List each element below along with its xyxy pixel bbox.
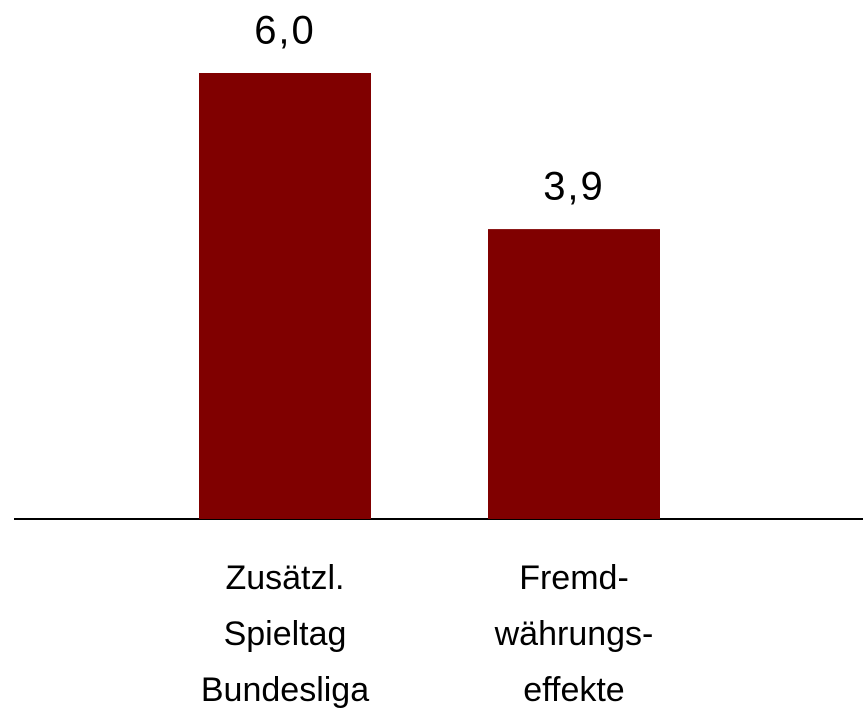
value-label: 6,0 (254, 9, 316, 53)
x-tick-label-line: Zusätzl. (225, 559, 344, 597)
x-tick-label-line: Bundesliga (201, 671, 369, 709)
x-tick-label: Fremd-währungs-effekte (494, 559, 654, 709)
bar (488, 229, 660, 519)
x-tick-label-line: effekte (523, 671, 624, 709)
x-tick-label: Zusätzl. Spieltag Bundesliga (201, 559, 369, 709)
x-tick-label-line: währungs- (494, 615, 654, 653)
bar (199, 73, 371, 519)
x-tick-label-line: Fremd- (519, 559, 629, 597)
x-tick-label-line: Spieltag (224, 615, 347, 653)
value-label: 3,9 (543, 165, 605, 209)
